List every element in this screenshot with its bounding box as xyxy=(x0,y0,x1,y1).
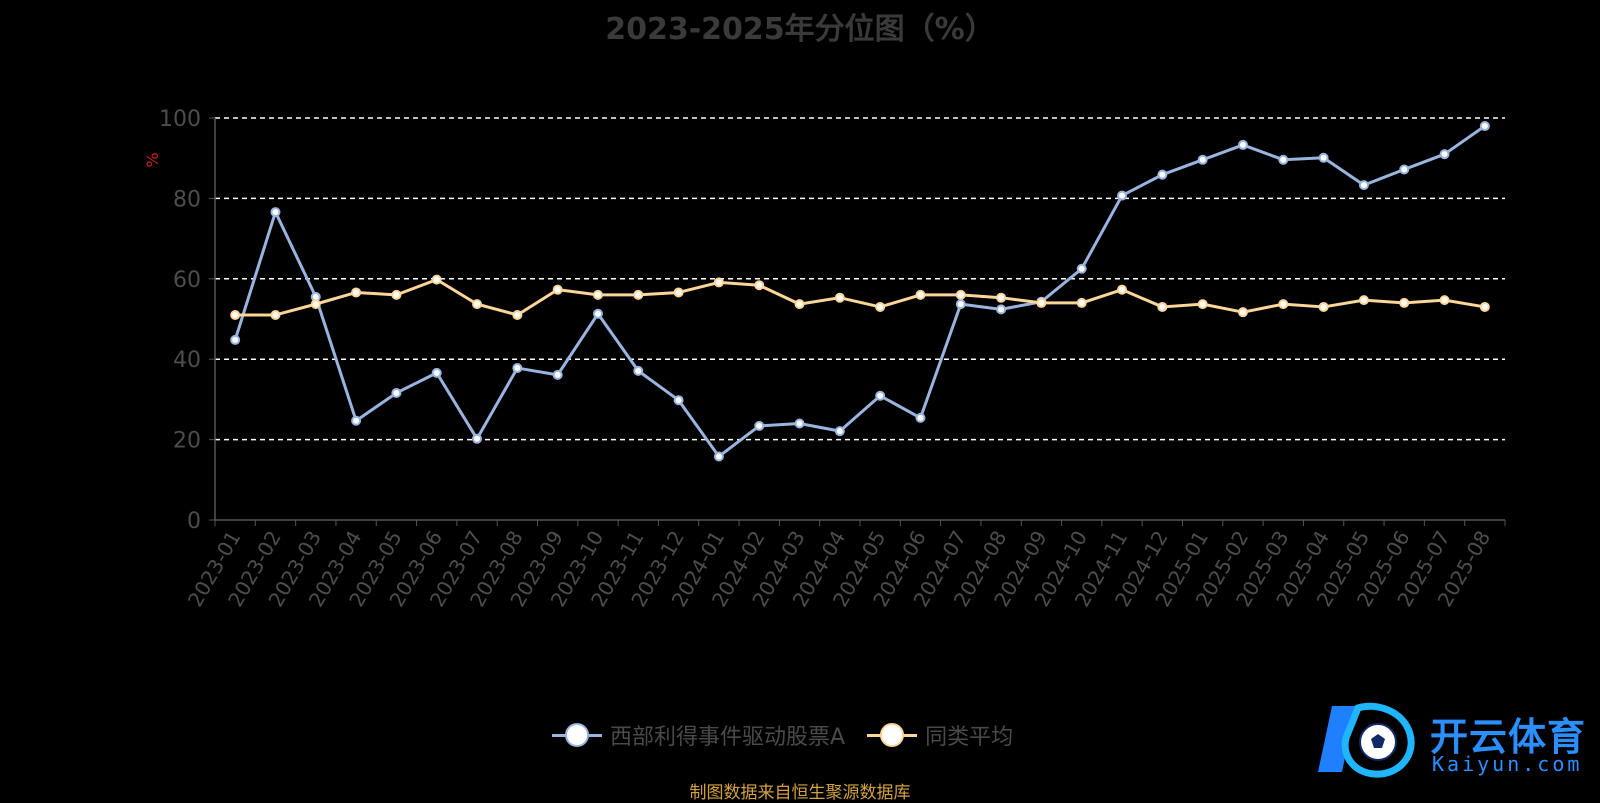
data-point-s1-2023-01 xyxy=(230,309,241,320)
data-point-s0-2024-08 xyxy=(996,304,1007,315)
data-point-s0-2024-04 xyxy=(834,426,845,437)
y-tick-label: 80 xyxy=(173,187,201,212)
data-point-s1-2025-07 xyxy=(1439,295,1450,306)
data-point-s0-2023-10 xyxy=(592,308,603,319)
data-point-s1-2023-08 xyxy=(512,309,523,320)
data-point-s0-2025-07 xyxy=(1439,149,1450,160)
axes: 020406080100%2023-012023-022023-032023-0… xyxy=(143,107,1506,611)
series xyxy=(230,121,1490,462)
data-point-s0-2025-08 xyxy=(1479,121,1490,132)
data-point-s1-2023-06 xyxy=(431,274,442,285)
data-point-s0-2023-01 xyxy=(230,334,241,345)
data-point-s1-2025-08 xyxy=(1479,301,1490,312)
data-point-s0-2023-02 xyxy=(270,207,281,218)
y-tick-label: 0 xyxy=(187,509,201,534)
data-point-s0-2024-03 xyxy=(794,418,805,429)
data-point-s1-2023-03 xyxy=(310,299,321,310)
source-note: 制图数据来自恒生聚源数据库 xyxy=(689,783,911,803)
data-point-s1-2023-11 xyxy=(633,289,644,300)
data-point-s1-2023-07 xyxy=(472,299,483,310)
data-point-s1-2025-05 xyxy=(1358,295,1369,306)
legend-swatch-peer-average xyxy=(867,721,918,749)
data-point-s0-2024-02 xyxy=(754,420,765,431)
watermark-logo: 开云体育 Kaiyun.com xyxy=(1312,698,1588,780)
legend-label-peer-average: 同类平均 xyxy=(925,725,1014,750)
data-point-s0-2025-02 xyxy=(1237,139,1248,150)
data-point-s0-2023-12 xyxy=(673,395,684,406)
data-point-s1-2023-12 xyxy=(673,287,684,298)
data-point-s1-2023-02 xyxy=(270,309,281,320)
chart-title: 2023-2025年分位图（%） xyxy=(605,12,995,47)
legend-swatch-fund xyxy=(552,721,602,749)
data-point-s1-2025-03 xyxy=(1278,299,1289,310)
data-point-s1-2024-11 xyxy=(1117,284,1128,295)
data-point-s0-2023-11 xyxy=(633,365,644,376)
data-point-s1-2024-09 xyxy=(1036,297,1047,308)
logo-icon xyxy=(1318,702,1415,778)
data-point-s1-2024-03 xyxy=(794,299,805,310)
watermark-name-en: Kaiyun.com xyxy=(1432,752,1583,776)
y-tick-label: 20 xyxy=(173,429,201,454)
data-point-s0-2025-01 xyxy=(1197,154,1208,165)
data-point-s0-2025-06 xyxy=(1399,164,1410,175)
data-point-s0-2023-05 xyxy=(391,387,402,398)
legend-marker-fund xyxy=(565,723,589,747)
data-point-s1-2024-02 xyxy=(754,280,765,291)
data-point-s1-2024-04 xyxy=(834,292,845,303)
data-point-s0-2023-04 xyxy=(351,415,362,426)
data-point-s1-2024-07 xyxy=(955,289,966,300)
data-point-s0-2025-04 xyxy=(1318,152,1329,163)
data-point-s1-2024-01 xyxy=(713,277,724,288)
data-point-s1-2025-01 xyxy=(1197,299,1208,310)
data-point-s0-2024-01 xyxy=(713,451,724,462)
data-point-s1-2023-09 xyxy=(552,284,563,295)
series-line-0 xyxy=(233,124,1486,458)
data-point-s0-2024-10 xyxy=(1076,263,1087,274)
data-point-s0-2024-11 xyxy=(1117,190,1128,201)
data-point-s0-2024-12 xyxy=(1157,169,1168,180)
data-point-s1-2025-02 xyxy=(1237,307,1248,318)
legend-item-peer-average[interactable]: 同类平均 xyxy=(867,719,1013,751)
data-point-s1-2025-06 xyxy=(1399,297,1410,308)
y-tick-label: 40 xyxy=(173,348,201,373)
data-point-s0-2025-05 xyxy=(1358,180,1369,191)
data-point-s0-2023-09 xyxy=(552,369,563,380)
data-point-s0-2025-03 xyxy=(1278,154,1289,165)
data-point-s1-2023-05 xyxy=(391,289,402,300)
data-point-s0-2023-06 xyxy=(431,367,442,378)
y-tick-label: 60 xyxy=(173,268,201,293)
data-point-s1-2023-10 xyxy=(592,289,603,300)
data-point-s1-2024-06 xyxy=(915,289,926,300)
y-axis-label: % xyxy=(143,152,162,167)
legend: 西部利得事件驱动股票A 同类平均 xyxy=(552,718,1013,752)
data-point-s1-2023-04 xyxy=(351,287,362,298)
legend-marker-peer-average xyxy=(880,723,905,747)
data-point-s1-2024-08 xyxy=(996,292,1007,303)
y-tick-label: 100 xyxy=(159,107,201,132)
data-point-s0-2024-06 xyxy=(915,412,926,423)
data-point-s1-2024-12 xyxy=(1157,301,1168,312)
data-point-s1-2024-10 xyxy=(1076,297,1087,308)
data-point-s0-2023-08 xyxy=(512,363,523,374)
legend-item-fund[interactable]: 西部利得事件驱动股票A xyxy=(552,719,845,751)
series-line-1 xyxy=(235,278,1486,317)
gridlines xyxy=(215,117,1505,441)
watermark-name-cn: 开云体育 xyxy=(1430,715,1587,759)
data-point-s1-2025-04 xyxy=(1318,301,1329,312)
data-point-s0-2023-07 xyxy=(472,433,483,444)
data-point-s1-2024-05 xyxy=(875,301,886,312)
data-point-s0-2024-07 xyxy=(955,299,966,310)
legend-label-fund: 西部利得事件驱动股票A xyxy=(610,725,846,750)
data-point-s0-2024-05 xyxy=(875,390,886,401)
